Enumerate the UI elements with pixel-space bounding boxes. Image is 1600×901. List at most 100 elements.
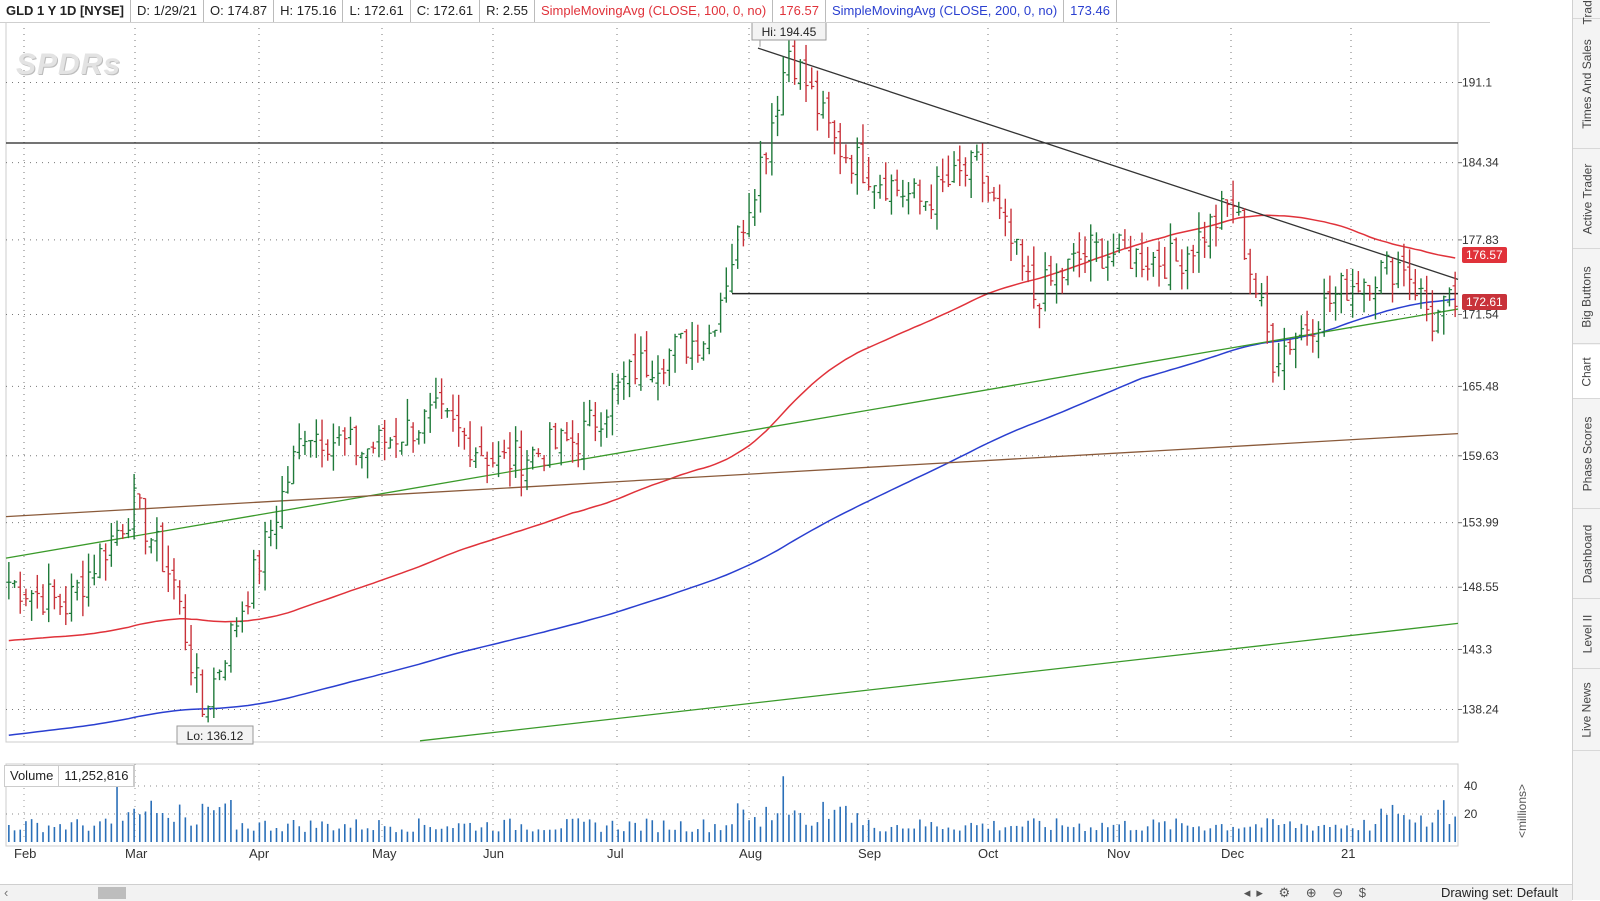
ohlc-bar [1315,321,1322,359]
ohlc-bar [923,201,929,211]
x-tick-label: Aug [739,846,762,861]
open-readout: O: 174.87 [204,0,275,22]
downtrend-line [757,47,1459,281]
ohlc-bar [866,156,872,191]
scroll-left-icon[interactable]: ‹ [4,885,9,900]
ohlc-bar [934,166,940,230]
ohlc-bar [752,189,758,226]
ohlc-bar [513,426,519,478]
ohlc-bar [1270,323,1276,383]
ohlc-bar [1036,303,1043,329]
ohlc-bar [535,448,541,458]
ohlc-bar [234,617,240,638]
sidebar-tab-live-news[interactable]: Live News [1573,670,1600,751]
ohlc-bar [797,59,803,90]
ohlc-bar [245,591,251,615]
ohlc-bar [1293,332,1299,369]
sidebar-tab-chart[interactable]: Chart [1573,345,1600,399]
ohlc-bar [598,412,604,447]
ohlc-bar [80,560,86,617]
sidebar-tab-trade[interactable]: Trade [1573,0,1600,24]
sidebar-tab-dashboard[interactable]: Dashboard [1573,510,1600,599]
ohlc-bar [1133,248,1139,278]
ohlc-bar [433,377,439,409]
ohlc-bar [285,466,291,494]
ohlc-bar [1156,241,1162,287]
sidebar-tab-active-trader[interactable]: Active Trader [1573,150,1600,249]
ohlc-bar [17,571,23,614]
ohlc-bar [160,522,166,573]
ohlc-bar [216,669,223,681]
sidebar-tab-label: Active Trader [1580,163,1595,235]
y-tick-label: 143.3 [1462,642,1492,656]
ohlc-bar [91,554,97,586]
ohlc-bar [1412,269,1418,301]
ohlc-bar [1429,290,1435,342]
ohlc-bar [1241,208,1248,260]
ohlc-bar [1207,213,1213,259]
ohlc-bar [325,439,331,461]
y-tick-label: 148.55 [1462,580,1499,594]
symbol-label[interactable]: GLD 1 Y 1D [NYSE] [0,0,131,22]
ohlc-bar [678,332,684,339]
ohlc-bar [871,185,877,209]
ohlc-bar [262,521,268,591]
ohlc-bar [746,192,752,238]
scroll-handle[interactable] [98,887,126,899]
ohlc-bar [11,580,18,588]
y-tick-label: 177.83 [1462,233,1499,247]
ohlc-bar [1287,339,1293,355]
ohlc-bar [1167,223,1174,291]
price-panel [5,21,1459,743]
ohlc-bar [416,430,422,445]
ohlc-bar [308,439,314,458]
ohlc-bar [495,441,502,478]
ohlc-bar [1076,232,1082,278]
x-tick-label: Oct [978,846,999,861]
ohlc-bar [524,450,530,491]
ohlc-bar [473,447,479,468]
sidebar-tab-level-ii[interactable]: Level II [1573,600,1600,669]
drawing-set-label[interactable]: Drawing set: Default [1440,885,1558,900]
low-readout: L: 172.61 [343,0,411,22]
ohlc-bar [393,417,399,458]
ohlc-bar [695,324,701,363]
ohlc-bar [530,446,536,470]
x-tick-label: Sep [858,846,881,861]
ohlc-bar [1446,287,1453,307]
ohlc-bar [888,174,894,215]
bottom-toolbar: ‹ ◂▸ ⚙ ⊕ ⊖ $ Drawing set: Default [0,884,1572,901]
ohlc-bar [1219,190,1225,230]
ohlc-bar [23,588,29,607]
ohlc-bar [1128,235,1134,270]
ohlc-bar [997,184,1003,220]
sma200-label[interactable]: SimpleMovingAvg (CLOSE, 200, 0, no) [826,0,1065,22]
volume-tick-label: 20 [1464,807,1478,821]
ohlc-bar [1008,208,1014,262]
ohlc-bar [268,519,274,547]
ohlc-bar [1321,278,1327,337]
date-readout: D: 1/29/21 [131,0,204,22]
sidebar-tab-times-and-sales[interactable]: Times And Sales [1573,20,1600,149]
ohlc-bar [1031,246,1037,309]
ohlc-bar [484,451,490,484]
ohlc-bar [672,333,678,373]
price-chart[interactable]: 138.24 143.3 148.55 153.99 159.63 165.48 171.5… [0,0,1572,884]
sidebar-tab-label: Chart [1580,356,1594,387]
ohlc-bar [854,137,860,195]
sidebar-tab-big-buttons[interactable]: Big Buttons [1573,250,1600,344]
sma100-label[interactable]: SimpleMovingAvg (CLOSE, 100, 0, no) [535,0,774,22]
ohlc-bar [1441,295,1447,335]
ohlc-bar [1025,255,1031,283]
sidebar-tab-phase-scores[interactable]: Phase Scores [1573,400,1600,509]
ohlc-bar [1145,246,1151,281]
ohlc-bar [1196,212,1202,273]
ohlc-bar [382,419,388,461]
zoom-tools[interactable]: ◂▸ ⚙ ⊕ ⊖ $ [1243,885,1372,900]
ohlc-bar [330,423,336,471]
ohlc-bar [957,145,963,187]
ohlc-bar [239,601,245,633]
sma100-line [8,214,1456,642]
close-readout: C: 172.61 [411,0,481,22]
ohlc-bar [1384,251,1390,275]
